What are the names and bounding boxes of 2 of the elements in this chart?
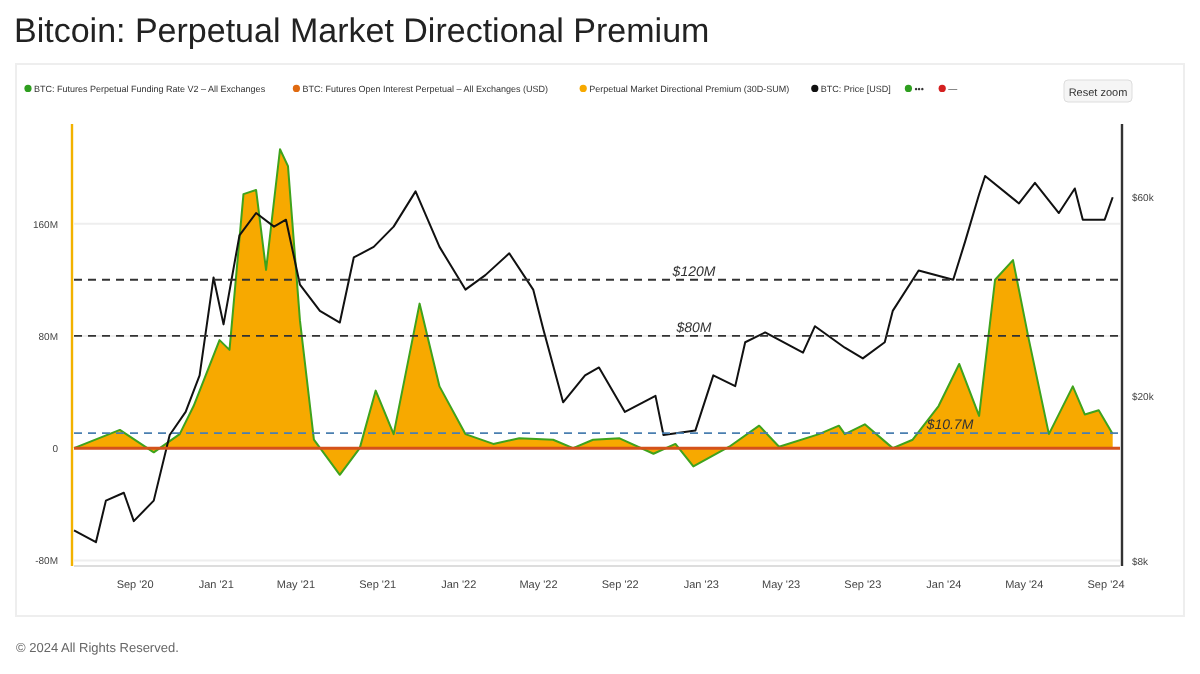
line-series [73, 174, 1114, 544]
chart-title: Bitcoin: Perpetual Market Directional Premium [14, 12, 710, 50]
